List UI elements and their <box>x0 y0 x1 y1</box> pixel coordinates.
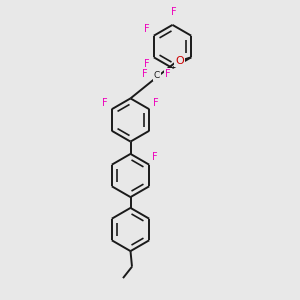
Text: F: F <box>165 69 171 79</box>
Text: F: F <box>152 152 158 162</box>
Text: F: F <box>144 59 150 69</box>
Text: F: F <box>102 98 108 108</box>
Text: C: C <box>154 71 160 80</box>
Text: F: F <box>171 7 177 17</box>
Text: F: F <box>153 98 159 108</box>
Text: O: O <box>176 56 184 66</box>
Text: F: F <box>144 24 150 34</box>
Text: F: F <box>142 69 148 79</box>
